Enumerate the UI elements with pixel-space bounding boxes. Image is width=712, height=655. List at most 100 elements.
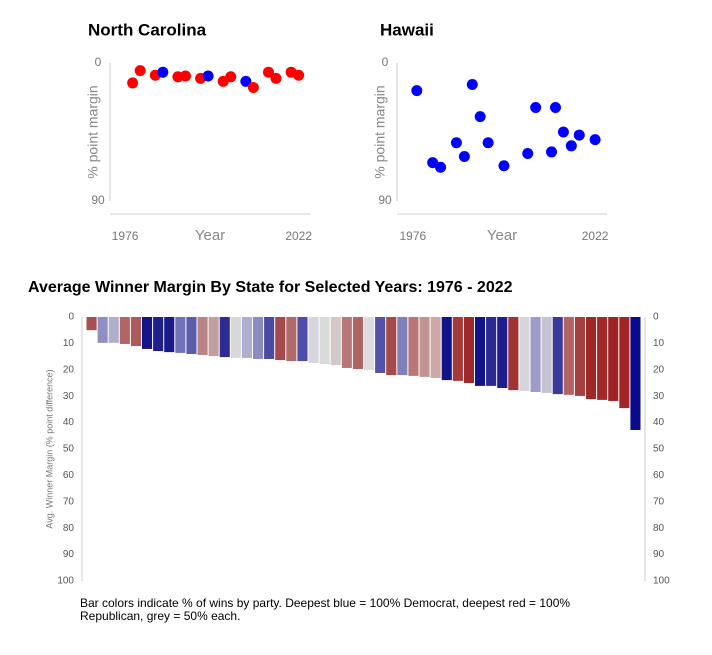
y-tick-label: 50 bbox=[63, 444, 75, 455]
bar bbox=[574, 317, 585, 396]
bar bbox=[108, 317, 119, 343]
y-axis-label: Avg. Winner Margin (% point difference) bbox=[44, 369, 54, 528]
data-point bbox=[411, 85, 423, 97]
chart-title: Hawaii bbox=[380, 20, 434, 39]
data-point bbox=[530, 101, 542, 113]
bar bbox=[230, 317, 241, 358]
data-point bbox=[293, 69, 305, 81]
y-tick-label: 80 bbox=[63, 523, 75, 534]
bar bbox=[486, 317, 497, 386]
data-point bbox=[134, 65, 146, 77]
bar-label: SOUTH DAKOTA bbox=[420, 516, 429, 575]
bar-label: ALASKA bbox=[464, 546, 473, 575]
bar-label: OREGON bbox=[309, 542, 318, 575]
y-tick-label: 90 bbox=[378, 193, 392, 207]
x-tick-label: 1976 bbox=[112, 229, 139, 243]
bar-label: CONNECTICUT bbox=[264, 520, 273, 575]
bar bbox=[308, 317, 319, 363]
bar bbox=[497, 317, 508, 389]
bar-label: WASHINGTON bbox=[220, 524, 229, 575]
y-tick-label: 70 bbox=[63, 496, 75, 507]
data-point bbox=[589, 134, 601, 146]
y-tick-label: 30 bbox=[63, 391, 75, 402]
bar bbox=[97, 317, 108, 343]
y-tick-label: 0 bbox=[95, 55, 102, 69]
bar bbox=[286, 317, 297, 362]
bar-label: WYOMING bbox=[619, 537, 628, 575]
bar-label: GEORGIA bbox=[209, 540, 218, 575]
bar bbox=[130, 317, 141, 347]
bar-label: NEW MEXICO bbox=[397, 526, 406, 575]
y-tick-label-right: 20 bbox=[653, 364, 665, 375]
bar-label: VIRGINIA bbox=[364, 542, 373, 575]
bar-label: VERMONT bbox=[519, 537, 528, 575]
bar bbox=[352, 317, 363, 370]
bar-label: MISSISSIPPI bbox=[453, 530, 462, 575]
bar-label: PENNSYLVANIA bbox=[131, 519, 140, 575]
bar-label: WEST VIRGINIA bbox=[553, 518, 562, 575]
chart-title: Average Winner Margin By State for Selec… bbox=[28, 279, 513, 296]
bar bbox=[175, 317, 186, 353]
data-point bbox=[557, 126, 569, 138]
bar-label: NORTH CAROLINA bbox=[87, 508, 96, 575]
data-point bbox=[498, 160, 510, 172]
bar bbox=[253, 317, 264, 359]
data-point bbox=[474, 111, 486, 123]
bar-label: KENTUCKY bbox=[286, 534, 295, 575]
y-tick-label: 100 bbox=[57, 576, 74, 587]
bar-label: ILLINOIS bbox=[297, 544, 306, 575]
y-tick-label: 0 bbox=[68, 312, 74, 323]
bar-label: NEW YORK bbox=[442, 534, 451, 575]
bar bbox=[330, 317, 341, 366]
x-tick-label: 2022 bbox=[582, 229, 609, 243]
y-tick-label-right: 70 bbox=[653, 496, 665, 507]
y-tick-label: 10 bbox=[63, 338, 75, 349]
bar-label: MINNESOTA bbox=[186, 531, 195, 575]
bar-label: MAINE bbox=[508, 551, 517, 575]
bar-label: MARYLAND bbox=[497, 533, 506, 575]
bar bbox=[119, 317, 130, 344]
bar bbox=[164, 317, 175, 353]
bar bbox=[397, 317, 408, 376]
bar-label: LOUISIANA bbox=[542, 535, 551, 575]
data-point bbox=[573, 129, 585, 141]
bar bbox=[297, 317, 308, 362]
bar bbox=[197, 317, 208, 356]
y-tick-label: 0 bbox=[382, 55, 389, 69]
caption: Bar colors indicate % of wins by party. … bbox=[80, 596, 571, 623]
bar-label: IOWA bbox=[320, 555, 329, 575]
bar-label: TENNESSEE bbox=[408, 530, 417, 575]
bar-label: HAWAII bbox=[630, 549, 639, 575]
y-axis-label: % point margin bbox=[372, 85, 388, 178]
bar-label: ALABAMA bbox=[564, 540, 573, 575]
y-tick-label-right: 50 bbox=[653, 444, 665, 455]
bar-label: NEVADA bbox=[98, 545, 107, 575]
bar bbox=[619, 317, 630, 409]
y-tick-label: 90 bbox=[63, 549, 75, 560]
bar bbox=[408, 317, 419, 376]
y-tick-label-right: 30 bbox=[653, 391, 665, 402]
x-tick-label: 1976 bbox=[399, 229, 426, 243]
y-tick-label-right: 10 bbox=[653, 338, 665, 349]
y-tick-label-right: 0 bbox=[653, 312, 659, 323]
data-point bbox=[466, 78, 478, 90]
y-tick-label-right: 60 bbox=[653, 470, 665, 481]
data-point bbox=[435, 161, 447, 173]
bar-label: ARIZONA bbox=[342, 542, 351, 575]
bar bbox=[452, 317, 463, 381]
bar bbox=[153, 317, 164, 352]
data-point bbox=[482, 137, 494, 149]
bar bbox=[530, 317, 541, 392]
bar-label: UTAH bbox=[586, 555, 595, 575]
bar bbox=[341, 317, 352, 368]
data-point bbox=[270, 72, 282, 84]
bar bbox=[441, 317, 452, 381]
data-point bbox=[247, 82, 259, 94]
bar bbox=[208, 317, 219, 357]
bar bbox=[508, 317, 519, 391]
bar-label: NEW HAMPSHIRE bbox=[198, 511, 207, 575]
bar-label: NORTH DAKOTA bbox=[486, 516, 495, 575]
y-tick-label: 40 bbox=[63, 417, 75, 428]
bar bbox=[597, 317, 608, 400]
